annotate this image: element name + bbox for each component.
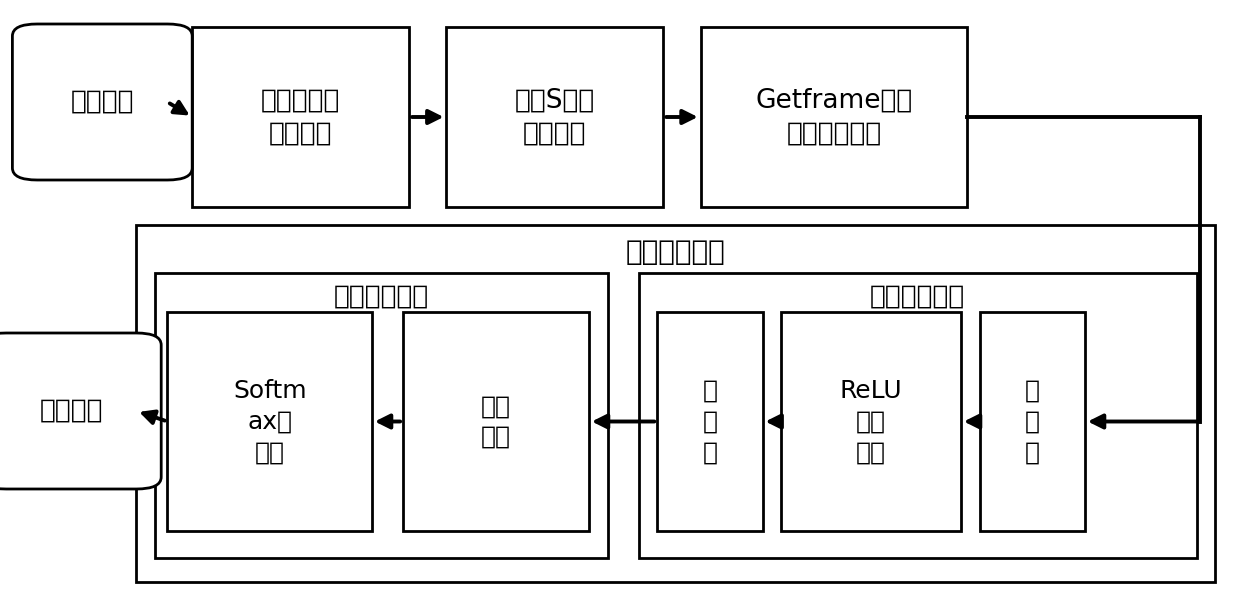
Text: 图像特征提取: 图像特征提取: [870, 284, 965, 310]
FancyBboxPatch shape: [0, 333, 161, 489]
Text: 广义S变换
程序模块: 广义S变换 程序模块: [515, 88, 595, 146]
Text: Getframe图像
处理程序模块: Getframe图像 处理程序模块: [755, 88, 913, 146]
Text: 图形特征分类: 图形特征分类: [334, 284, 429, 310]
Bar: [192, 27, 409, 207]
Bar: [167, 312, 372, 531]
Text: 信号采集: 信号采集: [71, 89, 134, 115]
Text: 池
化
层: 池 化 层: [702, 379, 718, 464]
Bar: [639, 273, 1197, 558]
Bar: [657, 312, 763, 531]
Bar: [403, 312, 589, 531]
Bar: [446, 27, 663, 207]
Text: 数据预处理
程序模块: 数据预处理 程序模块: [260, 88, 341, 146]
Text: 卷
积
层: 卷 积 层: [1024, 379, 1040, 464]
Bar: [781, 312, 961, 531]
Text: Softm
ax分
类器: Softm ax分 类器: [233, 379, 306, 464]
Text: 识别结果: 识别结果: [40, 398, 103, 424]
Bar: [136, 225, 1215, 582]
Bar: [701, 27, 967, 207]
Text: ReLU
激活
函数: ReLU 激活 函数: [839, 379, 903, 464]
Bar: [155, 273, 608, 558]
Text: 卷积神经网络: 卷积神经网络: [626, 238, 725, 266]
Text: 全连
接层: 全连 接层: [481, 394, 511, 449]
FancyBboxPatch shape: [12, 24, 192, 180]
Bar: [980, 312, 1085, 531]
